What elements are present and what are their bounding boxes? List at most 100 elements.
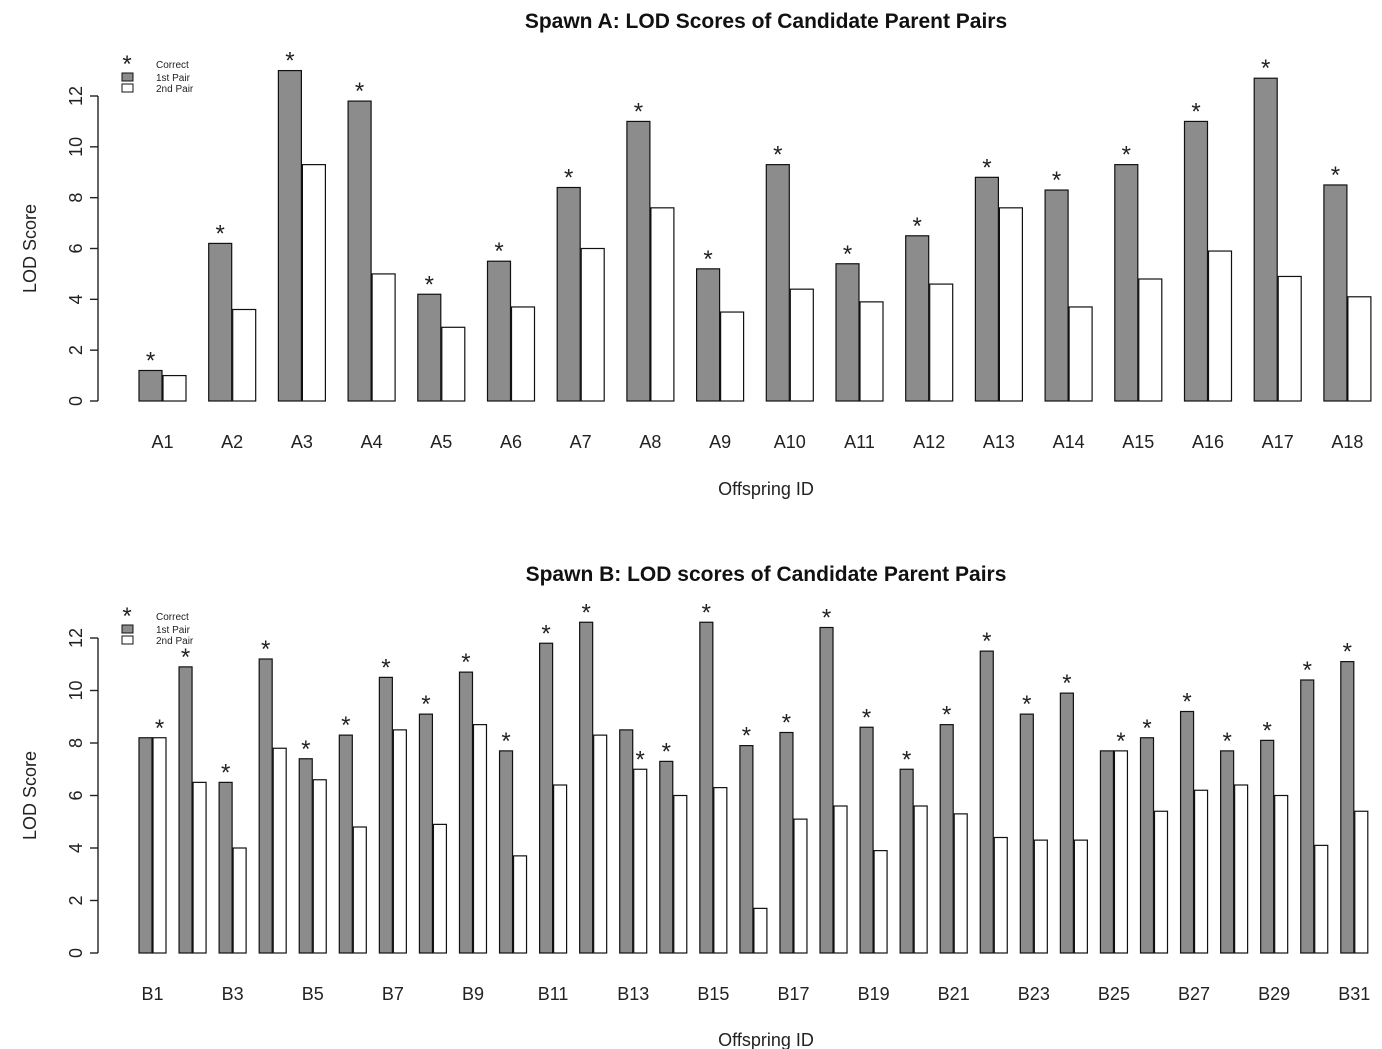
bar-1st-pair-B2 (178, 666, 193, 954)
bar-2nd-pair-B31 (1354, 810, 1369, 954)
y-tick-label: 12 (66, 86, 86, 106)
y-tick-label: 4 (66, 294, 86, 304)
bar-2nd-pair-A17 (1277, 275, 1302, 402)
y-tick-label: 6 (66, 790, 86, 800)
bar-2nd-pair-A13 (998, 207, 1024, 402)
bar-1st-pair-B16 (739, 745, 754, 954)
bar-1st-pair-B20 (899, 768, 914, 954)
x-tick-label: B11 (538, 984, 569, 1004)
correct-marker: * (1116, 728, 1125, 755)
x-tick-label: A9 (709, 432, 731, 452)
bar-2nd-pair-B29 (1274, 794, 1289, 954)
bar-2nd-pair-A14 (1068, 306, 1093, 402)
correct-marker: * (216, 220, 225, 247)
correct-marker: * (1191, 98, 1200, 125)
bar-1st-pair-B28 (1220, 750, 1235, 954)
bar-2nd-pair-A4 (371, 273, 396, 402)
correct-marker: * (662, 738, 671, 765)
y-tick-label: 6 (66, 243, 86, 253)
bar-2nd-pair-A3 (301, 164, 326, 402)
correct-marker: * (982, 628, 991, 655)
correct-marker: * (425, 271, 434, 298)
x-tick-label: A11 (844, 432, 875, 452)
correct-marker: * (581, 599, 590, 626)
correct-marker: * (942, 702, 951, 729)
bar-1st-pair-B15 (699, 621, 714, 954)
correct-marker: * (494, 238, 503, 265)
bar-2nd-pair-B20 (913, 805, 928, 954)
y-tick-label: 10 (66, 680, 86, 700)
bar-1st-pair-B30 (1300, 679, 1315, 954)
bar-1st-pair-A4 (347, 100, 372, 402)
correct-marker: * (1263, 717, 1272, 744)
bar-1st-pair-B31 (1340, 661, 1355, 954)
correct-marker: * (703, 246, 712, 273)
bar-1st-pair-B26 (1139, 737, 1155, 954)
x-tick-label: A16 (1192, 432, 1224, 452)
x-tick-label: B21 (938, 984, 970, 1004)
bar-1st-pair-A5 (417, 293, 442, 402)
bar-1st-pair-B22 (979, 650, 994, 954)
bar-1st-pair-A12 (905, 235, 930, 402)
bar-2nd-pair-A9 (719, 311, 745, 402)
x-tick-label: A17 (1262, 432, 1294, 452)
bar-2nd-pair-B26 (1153, 810, 1169, 954)
correct-marker: * (1331, 162, 1340, 189)
correct-marker: * (636, 746, 645, 773)
x-tick-label: A7 (570, 432, 592, 452)
x-tick-label: B27 (1178, 984, 1210, 1004)
correct-marker: * (1062, 670, 1071, 697)
x-tick-label: B23 (1018, 984, 1050, 1004)
correct-marker: * (461, 649, 470, 676)
correct-marker: * (146, 348, 155, 375)
correct-marker: * (742, 723, 751, 750)
bar-1st-pair-A10 (765, 164, 790, 402)
y-tick-label: 2 (66, 345, 86, 355)
bar-2nd-pair-B25 (1113, 750, 1129, 954)
correct-marker: * (773, 142, 782, 169)
y-tick-label: 10 (66, 137, 86, 157)
correct-marker: * (285, 48, 294, 75)
legend-swatch-1st-pair (121, 72, 134, 82)
bar-1st-pair-A7 (556, 186, 581, 402)
bar-2nd-pair-B14 (673, 794, 688, 954)
legend-label-correct: Correct (156, 60, 189, 71)
bar-2nd-pair-B27 (1193, 789, 1209, 954)
correct-marker: * (1142, 715, 1151, 742)
correct-marker: * (1261, 55, 1270, 82)
bar-2nd-pair-B16 (753, 907, 768, 954)
bar-2nd-pair-A6 (510, 306, 536, 402)
bar-1st-pair-B21 (939, 724, 954, 954)
legend-correct-marker: * (122, 603, 131, 630)
bar-1st-pair-A8 (626, 120, 651, 402)
bar-2nd-pair-B21 (953, 813, 968, 954)
bar-1st-pair-A16 (1183, 120, 1209, 402)
correct-marker: * (341, 712, 350, 739)
bar-2nd-pair-B24 (1073, 839, 1088, 954)
bar-1st-pair-A9 (695, 268, 721, 402)
bar-1st-pair-B27 (1179, 710, 1195, 954)
bar-2nd-pair-B17 (793, 818, 808, 954)
y-tick-label: 4 (66, 843, 86, 853)
x-axis-label: Offspring ID (718, 479, 814, 499)
bar-2nd-pair-A16 (1207, 250, 1233, 402)
x-tick-label: B15 (697, 984, 729, 1004)
x-tick-label: B9 (462, 984, 484, 1004)
bar-2nd-pair-A8 (650, 207, 675, 402)
correct-marker: * (421, 691, 430, 718)
y-tick-label: 8 (66, 193, 86, 203)
x-tick-label: B29 (1258, 984, 1290, 1004)
bar-2nd-pair-B23 (1033, 839, 1048, 954)
legend-label-2nd-pair: 2nd Pair (156, 84, 194, 95)
correct-marker: * (1222, 728, 1231, 755)
bar-1st-pair-B17 (779, 731, 794, 954)
bar-2nd-pair-A15 (1138, 278, 1163, 402)
x-tick-label: B19 (858, 984, 890, 1004)
correct-marker: * (634, 98, 643, 125)
bar-1st-pair-B5 (298, 758, 313, 954)
correct-marker: * (501, 728, 510, 755)
bar-1st-pair-A13 (974, 176, 1000, 402)
correct-marker: * (1052, 167, 1061, 194)
